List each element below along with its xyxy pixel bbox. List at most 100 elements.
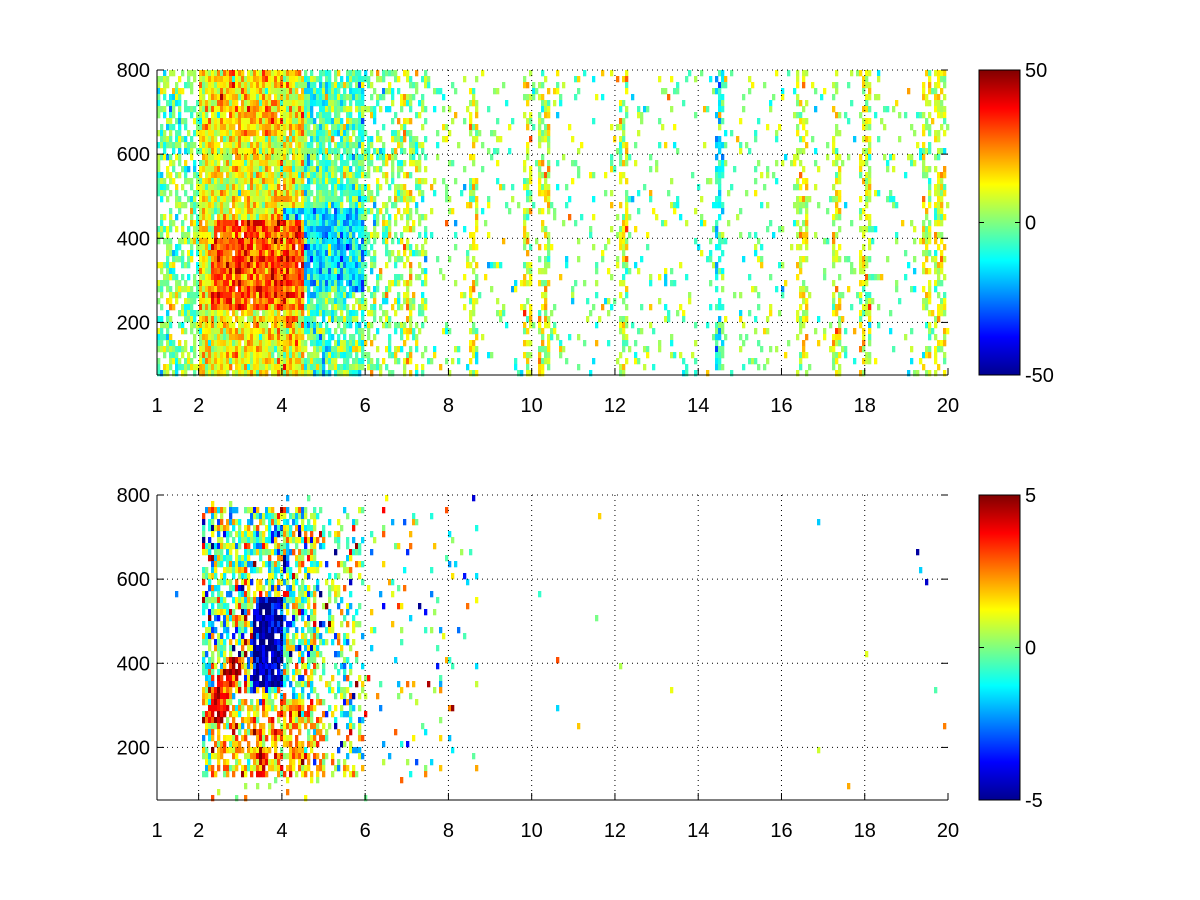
heatmap-cell [547,364,551,371]
heatmap-cell [418,184,422,191]
heatmap-cell [799,304,803,311]
heatmap-cell [529,208,533,215]
heatmap-cell [280,106,284,113]
heatmap-cell [334,100,338,107]
heatmap-cell [340,256,344,263]
heatmap-cell [199,184,203,191]
heatmap-cell [619,352,623,359]
heatmap-cell [889,310,893,317]
heatmap-cell [295,334,299,341]
heatmap-cell [718,112,722,119]
heatmap-cell [235,208,239,215]
heatmap-cell [349,262,353,269]
heatmap-cell [316,340,320,347]
heatmap-cell [361,94,365,101]
heatmap-cell [223,358,227,365]
heatmap-cell [859,196,863,203]
heatmap-cell [865,196,869,203]
heatmap-cell [334,352,338,359]
heatmap-cell [289,346,293,353]
heatmap-cell [376,328,380,335]
heatmap-cell [751,286,755,293]
heatmap-cell [424,106,428,113]
heatmap-cell [400,106,404,113]
heatmap-cell [370,112,374,119]
heatmap-cell [247,190,251,197]
heatmap-cell [208,88,212,95]
heatmap-cell [223,178,227,185]
heatmap-cell [196,232,200,239]
heatmap-cell [217,226,221,233]
heatmap-cell [391,250,395,257]
heatmap-cell [298,280,302,287]
heatmap-cell [622,298,626,305]
heatmap-cell [364,250,368,257]
heatmap-cell [247,106,251,113]
heatmap-cell [592,172,596,179]
heatmap-cell [403,148,407,155]
heatmap-cell [241,94,245,101]
heatmap-cell [181,328,185,335]
heatmap-cell [331,130,335,137]
heatmap-cell [340,184,344,191]
heatmap-cell [250,154,254,161]
heatmap-cell [289,292,293,299]
heatmap-cell [274,106,278,113]
heatmap-cell [319,70,323,77]
heatmap-cell [256,82,260,89]
heatmap-cell [172,100,176,107]
heatmap-cell [256,88,260,95]
heatmap-cell [328,280,332,287]
heatmap-cell [379,166,383,173]
heatmap-cell [796,262,800,269]
heatmap-cell [265,292,269,299]
heatmap-cell [343,94,347,101]
heatmap-cell [916,142,920,149]
heatmap-cell [238,340,242,347]
heatmap-cell [214,334,218,341]
heatmap-cell [322,256,326,263]
heatmap-cell [274,142,278,149]
heatmap-cell [184,286,188,293]
heatmap-cell [211,268,215,275]
heatmap-cell [742,94,746,101]
heatmap-cell [313,250,317,257]
heatmap-cell [271,274,275,281]
heatmap-cell [241,352,245,359]
heatmap-cell [319,190,323,197]
heatmap-cell [328,268,332,275]
heatmap-cell [385,298,389,305]
heatmap-cell [337,154,341,161]
heatmap-cell [253,256,257,263]
heatmap-cell [340,244,344,251]
heatmap-cell [208,202,212,209]
heatmap-cell [187,304,191,311]
heatmap-cell [373,106,377,113]
heatmap-cell [361,196,365,203]
heatmap-cell [745,142,749,149]
heatmap-cell [328,316,332,323]
heatmap-cell [313,316,317,323]
heatmap-cell [673,202,677,209]
heatmap-cell [502,184,506,191]
heatmap-cell [301,82,305,89]
heatmap-cell [772,172,776,179]
heatmap-cell [283,184,287,191]
heatmap-cell [865,178,869,185]
heatmap-cell [283,94,287,101]
heatmap-cell [538,124,542,131]
heatmap-cell [673,88,677,95]
heatmap-cell [316,160,320,167]
heatmap-cell [673,208,677,215]
heatmap-cell [181,346,185,353]
heatmap-cell [925,250,929,257]
heatmap-cell [481,334,485,341]
heatmap-cell [238,298,242,305]
heatmap-cell [229,88,233,95]
heatmap-cell [286,172,290,179]
heatmap-cell [340,364,344,371]
heatmap-cell [283,106,287,113]
heatmap-cell [838,214,842,221]
heatmap-cell [301,142,305,149]
heatmap-cell [241,154,245,161]
